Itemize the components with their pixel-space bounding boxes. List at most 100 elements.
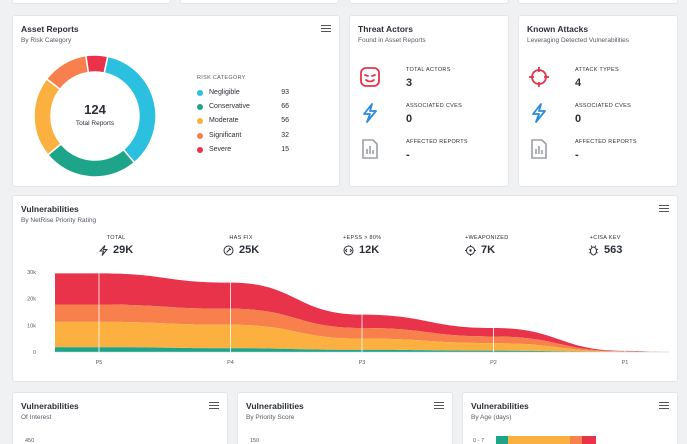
legend-label: Negligible — [209, 89, 240, 96]
stat-value: - — [575, 149, 579, 161]
card-title: Vulnerabilities — [471, 401, 529, 411]
vuln-stat-value: 7K — [481, 244, 496, 256]
vulnerabilities-card: Vulnerabilities By NetRise Priority Rati… — [12, 195, 678, 382]
card-title: Vulnerabilities — [21, 204, 79, 214]
lightning-icon — [532, 103, 546, 123]
y-tick-label: 10k — [27, 323, 36, 329]
vulnerabilities-of-interest-card: Vulnerabilities Of Interest 450 — [12, 392, 228, 444]
menu-icon[interactable] — [659, 402, 669, 410]
legend-label: Conservative — [209, 103, 250, 111]
menu-icon[interactable] — [321, 25, 331, 33]
asset-reports-card: Asset Reports By Risk Category 124 Total… — [12, 15, 340, 187]
code-icon — [343, 245, 354, 255]
vuln-stat-value: 29K — [113, 244, 134, 256]
x-tick-label: P4 — [227, 360, 234, 366]
vuln-stat-has-fix: HAS FIX 25K — [223, 235, 259, 256]
stat-value: - — [406, 149, 410, 161]
known-attacks-card: Known Attacks Leveraging Detected Vulner… — [518, 15, 678, 187]
risk-legend: Negligible 93 Conservative 66 Moderate 56 Sign… — [197, 88, 289, 168]
legend-value: 66 — [281, 103, 289, 111]
donut-slice-significant[interactable] — [45, 54, 90, 91]
wrench-icon — [223, 245, 234, 255]
axis-tick: 450 — [25, 438, 35, 444]
legend-dot — [197, 90, 203, 96]
stat-label: ATTACK TYPES — [575, 67, 619, 73]
legend-value: 93 — [281, 89, 289, 96]
vulnerabilities-by-age-card: Vulnerabilities By Age (days) 0 - 7 — [462, 392, 678, 444]
card-subtitle: By Risk Category — [21, 37, 72, 44]
report-icon — [531, 139, 547, 159]
legend-title: RISK CATEGORY — [197, 75, 246, 81]
stat-value: 4 — [575, 77, 582, 89]
stat-label: ASSOCIATED CVES — [575, 103, 632, 109]
vulnerability-area-chart: 30k 20k 10k 0 P5 P4 P3 P2 P1 — [27, 270, 669, 366]
lightning-icon — [99, 244, 108, 256]
card-title: Known Attacks — [527, 24, 589, 34]
stat-label: AFFECTED REPORTS — [575, 139, 637, 145]
y-tick-label: 30k — [27, 270, 36, 276]
card-subtitle: Found in Asset Reports — [358, 37, 426, 44]
vulnerabilities-priority-score-card: Vulnerabilities By Priority Score 150 — [237, 392, 453, 444]
x-tick-label: P1 — [622, 360, 629, 366]
lightning-icon — [363, 103, 377, 123]
stat-value: 0 — [575, 113, 582, 125]
legend-label: Severe — [209, 145, 232, 153]
stat-label: AFFECTED REPORTS — [406, 139, 468, 145]
vuln-stat-cisa-kev: +CISA KEV 563 — [588, 235, 623, 256]
threat-actors-card: Threat Actors Found in Asset Reports TOT… — [349, 15, 509, 187]
crosshair-icon — [529, 67, 549, 87]
donut-total-value: 124 — [84, 102, 106, 117]
target-icon — [465, 244, 476, 256]
stat-value: 3 — [406, 77, 413, 89]
card-stub — [349, 0, 509, 4]
vuln-stat-total: TOTAL 29K — [99, 235, 133, 256]
card-title: Threat Actors — [358, 24, 413, 34]
card-subtitle: Of Interest — [21, 414, 52, 421]
card-subtitle: By NetRise Priority Rating — [21, 217, 97, 224]
menu-icon[interactable] — [434, 402, 444, 410]
donut-slice-severe[interactable] — [85, 54, 109, 74]
stat-value: 0 — [406, 113, 413, 125]
vuln-stat-epss: +EPSS > 80% 12K — [343, 235, 382, 256]
card-title: Vulnerabilities — [21, 401, 79, 411]
vuln-stat-value: 25K — [239, 244, 260, 256]
card-title: Asset Reports — [21, 24, 79, 34]
stat-label: ASSOCIATED CVES — [406, 103, 463, 109]
legend-value: 32 — [281, 131, 289, 139]
legend-value: 15 — [281, 145, 289, 153]
card-stub — [518, 0, 678, 4]
card-subtitle: By Age (days) — [471, 414, 512, 421]
axis-tick: 150 — [250, 438, 260, 444]
area-series-layer[interactable] — [55, 347, 669, 352]
legend-item-significant[interactable]: Significant 32 — [197, 131, 289, 145]
legend-item-moderate[interactable]: Moderate 56 — [197, 116, 289, 130]
card-subtitle: By Priority Score — [246, 414, 295, 421]
bug-icon — [588, 244, 599, 255]
donut-center: 124 Total Reports — [33, 102, 157, 127]
legend-item-conservative[interactable]: Conservative 66 — [197, 102, 289, 116]
age-bar — [496, 436, 602, 444]
report-icon — [362, 139, 378, 159]
card-stub — [12, 0, 171, 4]
area-series-layer[interactable] — [55, 273, 669, 352]
legend-value: 56 — [281, 117, 289, 125]
donut-slice-conservative[interactable] — [46, 142, 136, 178]
y-tick-label: 20k — [27, 297, 36, 303]
legend-dot — [197, 104, 203, 111]
vuln-stat-weaponized: +WEAPONIZED 7K — [465, 235, 509, 256]
menu-icon[interactable] — [659, 205, 669, 213]
axis-tick: 0 - 7 — [473, 438, 485, 444]
menu-icon[interactable] — [209, 402, 219, 410]
area-series-layer[interactable] — [55, 321, 669, 352]
legend-dot — [197, 132, 203, 139]
legend-item-negligible[interactable]: Negligible 93 — [197, 88, 289, 102]
donut-total-label: Total Reports — [75, 120, 115, 127]
card-stub — [180, 0, 339, 4]
legend-label: Moderate — [209, 117, 239, 125]
card-subtitle: Leveraging Detected Vulnerabilities — [527, 37, 630, 44]
donut-chart — [33, 54, 157, 178]
legend-item-severe[interactable]: Severe 15 — [197, 145, 289, 159]
card-title: Vulnerabilities — [246, 401, 304, 411]
x-tick-label: P5 — [96, 360, 103, 366]
vuln-stat-value: 12K — [359, 244, 380, 256]
